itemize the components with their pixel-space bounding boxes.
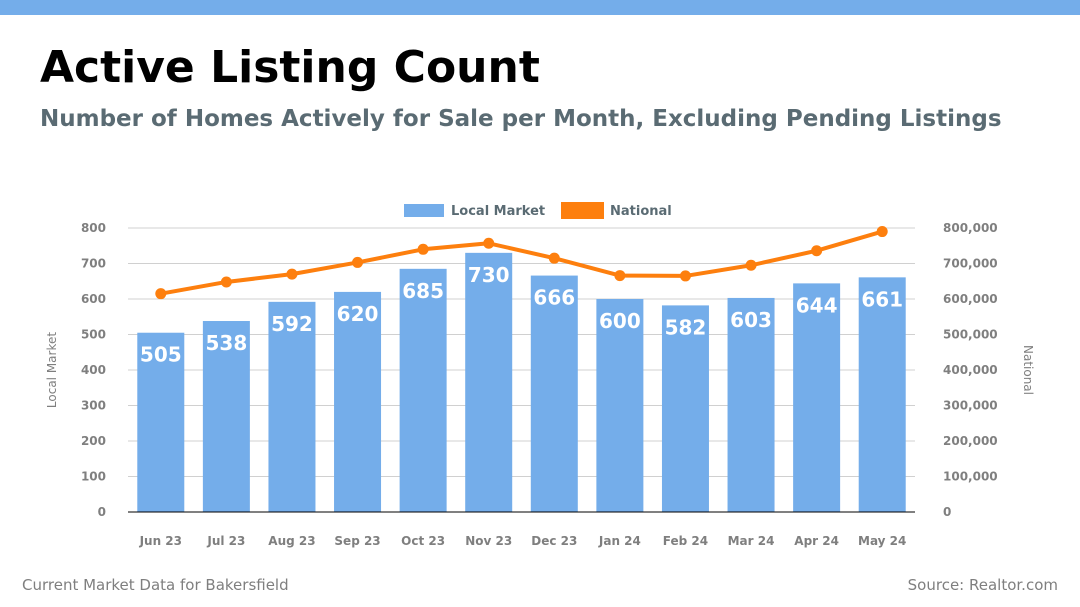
y-tick-label: 100 [81, 470, 106, 484]
legend-swatch-local-market [404, 204, 444, 217]
national-point [614, 270, 626, 282]
national-point [548, 252, 560, 264]
x-tick-label: Mar 24 [728, 534, 775, 548]
bar-sep-23 [334, 291, 382, 512]
bar-jan-24 [596, 299, 644, 512]
footer-market-note: Current Market Data for Bakersfield [22, 576, 289, 594]
national-point [286, 268, 298, 280]
bar-jun-23 [137, 332, 185, 512]
legend-label-local-market: Local Market [451, 204, 545, 219]
national-point [417, 243, 429, 255]
y-tick-label: 500 [81, 328, 106, 342]
y-tick-label: 800 [81, 221, 106, 235]
page-title: Active Listing Count [40, 42, 540, 93]
y-tick-label: 700 [81, 257, 106, 271]
y2-tick-label: 0 [943, 505, 951, 519]
bar-dec-23 [530, 275, 578, 512]
page-subtitle: Number of Homes Actively for Sale per Mo… [40, 106, 1002, 132]
y2-tick-label: 200,000 [943, 434, 998, 448]
bar-jul-23 [202, 321, 250, 512]
x-tick-label: Apr 24 [794, 534, 839, 548]
national-point [155, 288, 167, 300]
national-point [876, 226, 888, 238]
y-tick-label: 300 [81, 399, 106, 413]
y2-tick-label: 600,000 [943, 292, 998, 306]
x-tick-label: Oct 23 [401, 534, 445, 548]
y2-tick-label: 700,000 [943, 257, 998, 271]
bar-nov-23 [465, 252, 513, 512]
national-point [679, 270, 691, 282]
top-accent-bar [0, 0, 1080, 15]
x-tick-label: May 24 [858, 534, 906, 548]
legend-label-national: National [610, 204, 672, 219]
legend-swatch-national [561, 202, 604, 219]
y2-tick-label: 500,000 [943, 328, 998, 342]
bar-may-24 [858, 277, 906, 512]
national-series-line [160, 229, 883, 296]
bar-data-label: 620 [337, 302, 379, 326]
y2-tick-label: 800,000 [943, 221, 998, 235]
bar-data-label: 600 [599, 309, 641, 333]
bar-data-label: 661 [861, 287, 903, 311]
y2-tick-label: 300,000 [943, 399, 998, 413]
y2-axis-title: National [1021, 345, 1035, 395]
y2-tick-label: 100,000 [943, 470, 998, 484]
bar-data-label: 666 [533, 286, 575, 310]
national-point [483, 237, 495, 249]
bar-data-label: 730 [468, 263, 510, 287]
x-tick-label: Jul 23 [206, 534, 245, 548]
y-tick-label: 600 [81, 292, 106, 306]
y-tick-label: 200 [81, 434, 106, 448]
x-tick-label: Aug 23 [268, 534, 315, 548]
y2-tick-label: 400,000 [943, 363, 998, 377]
bar-data-label: 685 [402, 279, 444, 303]
y-tick-label: 400 [81, 363, 106, 377]
x-tick-label: Jan 24 [598, 534, 641, 548]
bar-apr-24 [793, 283, 841, 512]
x-tick-label: Feb 24 [663, 534, 708, 548]
x-tick-label: Sep 23 [334, 534, 380, 548]
national-point [352, 256, 364, 268]
bar-mar-24 [727, 297, 775, 512]
bar-data-label: 644 [796, 293, 838, 317]
x-tick-label: Dec 23 [531, 534, 577, 548]
national-point [811, 245, 823, 257]
x-tick-label: Nov 23 [465, 534, 512, 548]
national-point [745, 259, 757, 271]
y-tick-label: 0 [98, 505, 106, 519]
national-point [220, 276, 232, 288]
bar-data-label: 592 [271, 312, 313, 336]
footer-source: Source: Realtor.com [907, 576, 1058, 594]
bar-data-label: 603 [730, 308, 772, 332]
bar-feb-24 [661, 305, 709, 512]
bar-oct-23 [399, 268, 447, 512]
bar-data-label: 505 [140, 343, 182, 367]
bar-data-label: 538 [206, 331, 248, 355]
bar-data-label: 582 [665, 315, 707, 339]
y-axis-title: Local Market [45, 332, 59, 408]
x-tick-label: Jun 23 [139, 534, 182, 548]
bar-aug-23 [268, 301, 316, 512]
